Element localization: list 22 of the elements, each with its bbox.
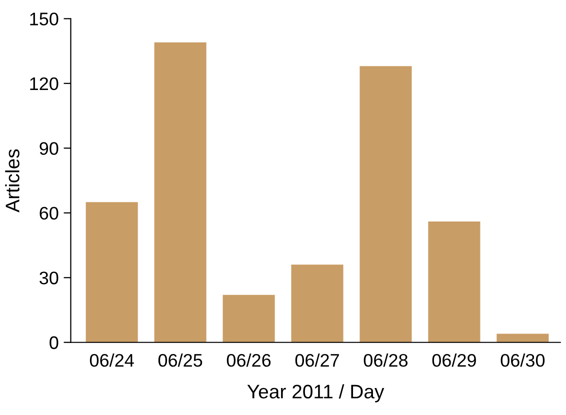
y-tick-label: 150 (30, 12, 58, 26)
bar (291, 264, 344, 342)
y-tick-label: 90 (40, 142, 58, 155)
x-tick-label: 06/28 (364, 353, 408, 367)
bar (428, 222, 480, 342)
bar (360, 66, 412, 342)
x-axis-title: Year 2011 / Day (247, 384, 384, 402)
bar (496, 334, 549, 342)
bar (86, 202, 138, 342)
y-tick-label: 120 (30, 77, 58, 90)
y-tick-label: 0 (50, 336, 58, 350)
bar (222, 294, 275, 342)
x-tick-label: 06/26 (226, 353, 271, 367)
y-tick-label: 30 (40, 272, 58, 284)
x-tick-label: 06/24 (90, 353, 134, 367)
y-tick-label: 60 (40, 206, 58, 220)
x-tick-label: 06/29 (432, 353, 476, 367)
bar (154, 42, 206, 342)
x-tick-label: 06/25 (158, 353, 202, 367)
x-tick-label: 06/27 (295, 353, 339, 367)
y-axis-title: Articles (5, 149, 20, 212)
x-tick-label: 06/30 (500, 353, 545, 367)
